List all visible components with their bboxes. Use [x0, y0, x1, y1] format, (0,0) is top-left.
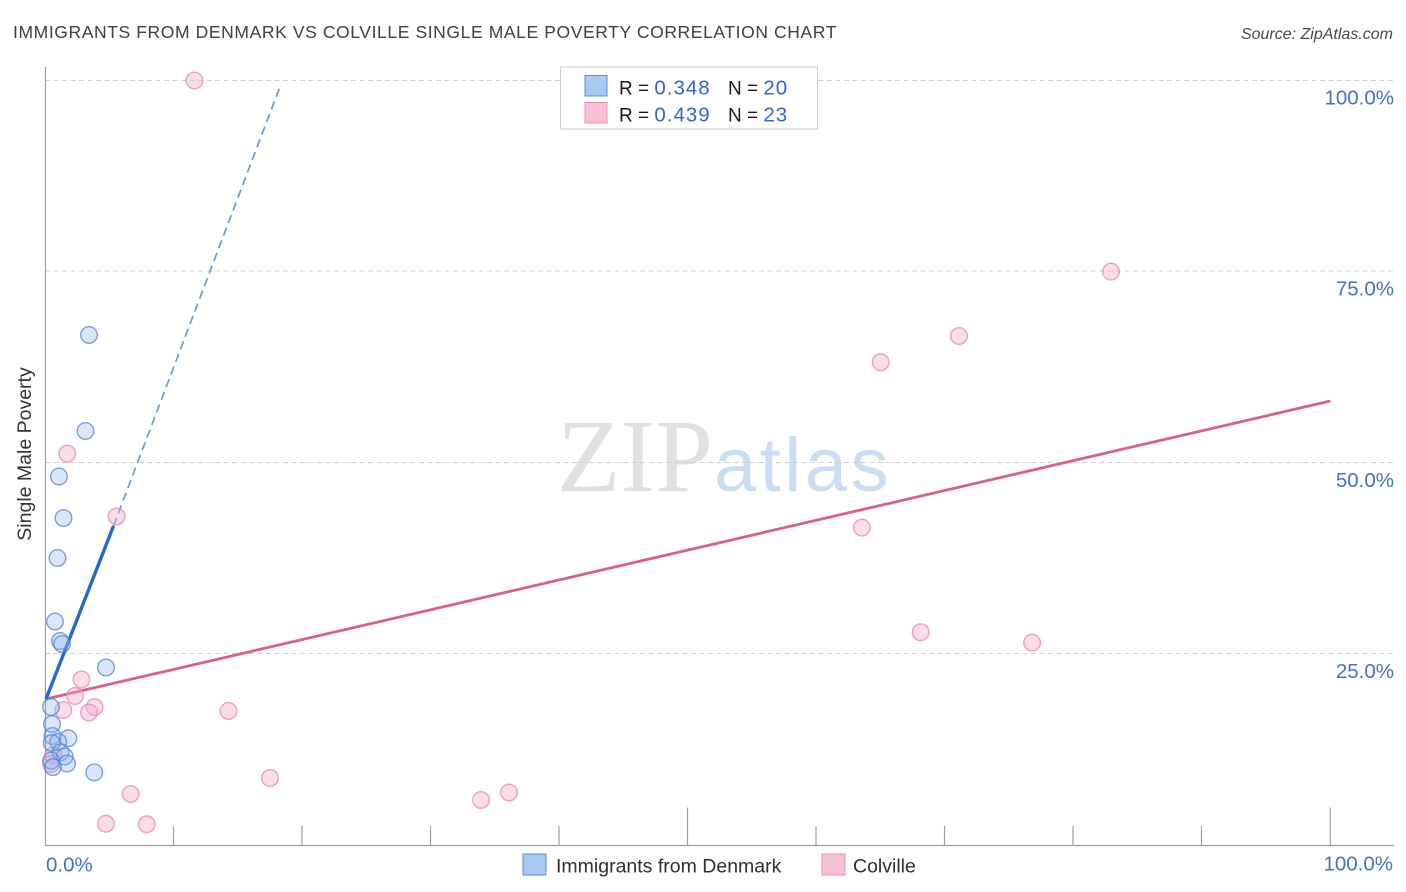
svg-text:Immigrants from Denmark: Immigrants from Denmark — [556, 856, 782, 878]
svg-text:N = 20: N = 20 — [728, 77, 788, 100]
svg-text:IMMIGRANTS FROM DENMARK VS COL: IMMIGRANTS FROM DENMARK VS COLVILLE SING… — [13, 22, 837, 42]
svg-text:100.0%: 100.0% — [1324, 87, 1394, 110]
svg-text:R = 0.439: R = 0.439 — [619, 104, 711, 127]
svg-text:R = 0.348: R = 0.348 — [619, 77, 711, 100]
svg-text:100.0%: 100.0% — [1323, 853, 1393, 876]
svg-text:ZIP: ZIP — [557, 399, 713, 514]
svg-text:Single Male Poverty: Single Male Poverty — [14, 367, 36, 541]
svg-text:0.0%: 0.0% — [46, 854, 93, 877]
svg-text:atlas: atlas — [714, 423, 892, 508]
svg-text:75.0%: 75.0% — [1336, 278, 1394, 301]
svg-text:25.0%: 25.0% — [1336, 660, 1394, 683]
svg-text:Colville: Colville — [853, 856, 916, 878]
svg-text:50.0%: 50.0% — [1336, 469, 1394, 492]
svg-text:N = 23: N = 23 — [728, 104, 788, 127]
svg-text:Source: ZipAtlas.com: Source: ZipAtlas.com — [1241, 26, 1393, 43]
